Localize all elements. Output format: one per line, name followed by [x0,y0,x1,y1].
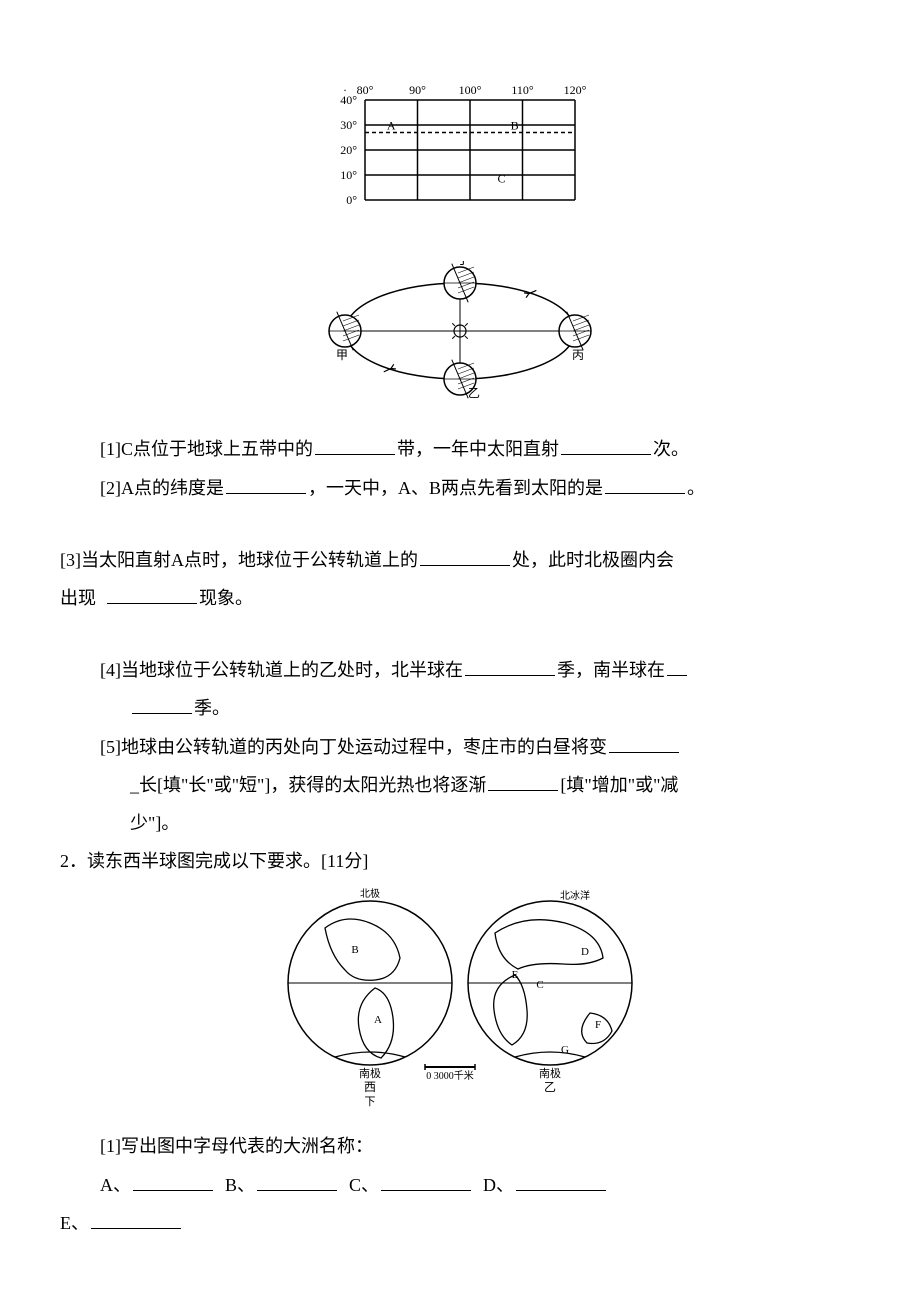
q1-4-line2: 季。 [60,691,860,725]
svg-text:C: C [536,979,543,991]
text: _长[填"长"或"短"]，获得的太阳光热也将逐渐 [130,775,486,795]
orbit-figure: 丁乙 甲 丙 [60,256,860,412]
blank [609,733,679,753]
blank [91,1209,181,1229]
svg-text:北冰洋: 北冰洋 [560,889,590,902]
svg-text:10°: 10° [340,168,357,182]
q2-title: 2．读东西半球图完成以下要求。[11分] [60,844,860,878]
q1-1: [1]C点位于地球上五带中的 带，一年中太阳直射 次。 [60,432,860,466]
svg-text:南极: 南极 [539,1066,561,1080]
svg-text:100°: 100° [459,83,482,97]
text: 处，此时北极圈内会 [512,550,674,570]
blank [465,656,555,676]
svg-text:B: B [351,944,358,956]
text: [5]地球由公转轨道的丙处向丁处运动过程中，枣庄市的白昼将变 [100,737,607,757]
blank [133,1171,213,1191]
svg-text:甲: 甲 [336,348,348,362]
svg-text:F: F [595,1019,601,1031]
svg-text:A: A [374,1014,382,1026]
text: 带，一年中太阳直射 [397,439,559,459]
svg-text:乙: 乙 [468,386,480,400]
blank [420,546,510,566]
hemispheres: BACDEFG北极北冰洋南极南极西乙0 3000千米下 [270,888,650,1108]
blank [381,1171,471,1191]
q1-4-line1: [4]当地球位于公转轨道上的乙处时，北半球在 季，南半球在 [60,653,860,687]
svg-text:C: C [497,172,505,186]
svg-text:90°: 90° [409,83,426,97]
q2-1-labels-e: E、 [60,1206,860,1240]
svg-text:B: B [511,119,519,133]
q1-5-line1: [5]地球由公转轨道的丙处向丁处运动过程中，枣庄市的白昼将变 [60,730,860,764]
q1-5-line3: 少"]。 [60,806,860,840]
svg-text:80°: 80° [357,83,374,97]
text: [1]C点位于地球上五带中的 [100,439,313,459]
label-b: B、 [225,1175,255,1195]
q1-3-line2: 出现 现象。 [60,581,860,615]
text: [1]写出图中字母代表的大洲名称： [100,1136,373,1156]
svg-text:北极: 北极 [360,888,380,900]
svg-text:30°: 30° [340,118,357,132]
text: 2．读东西半球图完成以下要求。[11分] [60,851,368,871]
text: 出现 [60,588,96,608]
svg-text:110°: 110° [511,83,534,97]
blank [257,1171,337,1191]
text: [2]A点的纬度是 [100,478,224,498]
lat-lon-grid: 80°90°100°110°120°40°30°20°10°0°ABC· [310,80,610,225]
svg-text:·: · [343,83,347,97]
svg-text:丙: 丙 [572,348,584,362]
label-a: A、 [100,1175,131,1195]
svg-text:0°: 0° [346,193,357,207]
blank [667,656,687,676]
label-e: E、 [60,1213,89,1233]
svg-text:下: 下 [365,1096,376,1108]
blank [132,695,192,715]
earth-orbit: 丁乙 甲 丙 [320,261,600,401]
blank [488,771,558,791]
q2-1-labels: A、 B、 C、 D、 [60,1168,860,1202]
svg-text:西: 西 [364,1080,376,1094]
text: 季。 [194,698,230,718]
text: 现象。 [199,588,253,608]
q1-5-line2: _长[填"长"或"短"]，获得的太阳光热也将逐渐 [填"增加"或"减 [60,768,860,802]
text: 次。 [653,439,689,459]
q1-3-line1: [3]当太阳直射A点时，地球位于公转轨道上的 处，此时北极圈内会 [60,543,860,577]
svg-text:0 3000千米: 0 3000千米 [426,1069,474,1082]
q1-2: [2]A点的纬度是 ，一天中，A、B两点先看到太阳的是 。 [60,471,860,505]
text: 季，南半球在 [557,660,665,680]
blank [107,584,197,604]
text: [4]当地球位于公转轨道上的乙处时，北半球在 [100,660,463,680]
grid-figure: 80°90°100°110°120°40°30°20°10°0°ABC· [60,80,860,236]
blank [315,436,395,456]
svg-text:D: D [581,946,589,958]
text: 。 [687,478,705,498]
svg-text:20°: 20° [340,143,357,157]
svg-text:A: A [387,119,396,133]
svg-text:乙: 乙 [544,1080,556,1094]
text: [填"增加"或"减 [560,775,678,795]
text: 少"]。 [130,813,179,833]
blank [516,1171,606,1191]
svg-text:120°: 120° [564,83,587,97]
svg-text:丁: 丁 [457,261,469,267]
blank [226,474,306,494]
text: ，一天中，A、B两点先看到太阳的是 [308,478,603,498]
blank [561,436,651,456]
label-d: D、 [483,1175,514,1195]
svg-text:G: G [561,1044,569,1056]
q2-1: [1]写出图中字母代表的大洲名称： [60,1129,860,1163]
label-c: C、 [349,1175,379,1195]
hemisphere-figure: BACDEFG北极北冰洋南极南极西乙0 3000千米下 [60,888,860,1119]
svg-text:南极: 南极 [359,1066,381,1080]
text: [3]当太阳直射A点时，地球位于公转轨道上的 [60,550,418,570]
blank [605,474,685,494]
svg-text:E: E [512,969,519,981]
